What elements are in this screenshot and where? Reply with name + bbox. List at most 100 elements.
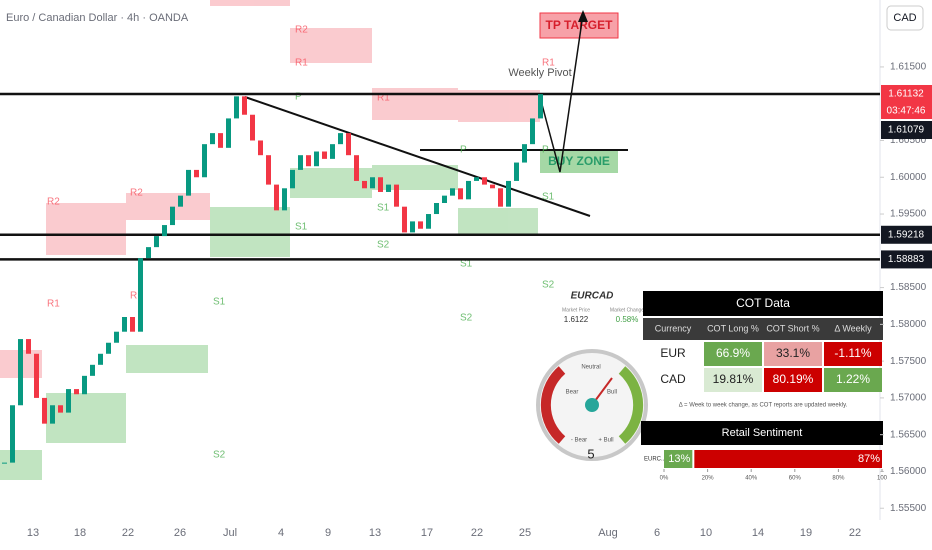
cot-header bbox=[643, 291, 883, 316]
pivot-level-label: R1 bbox=[295, 58, 308, 69]
pivot-level-label: S2 bbox=[377, 240, 390, 251]
candle bbox=[98, 353, 103, 365]
retail-tick-label: 100 bbox=[877, 476, 888, 482]
pivot-zones bbox=[0, 0, 540, 480]
x-tick-label: 25 bbox=[519, 527, 531, 539]
cot-col-header bbox=[643, 318, 883, 340]
cot-title: COT Data bbox=[736, 296, 790, 310]
candle bbox=[178, 195, 183, 207]
x-tick-label: Jul bbox=[223, 527, 237, 539]
y-tick-label: 1.56000 bbox=[890, 466, 927, 477]
tp-label: TP TARGET bbox=[546, 18, 614, 32]
price-caption: Market Price bbox=[562, 307, 590, 313]
candle bbox=[378, 177, 383, 192]
candle bbox=[106, 342, 111, 354]
pivot-level-label: P bbox=[542, 145, 549, 156]
ma-label: 1.61079 bbox=[888, 125, 925, 136]
trend-line bbox=[244, 96, 591, 217]
pivot-level-label: P bbox=[295, 92, 302, 103]
cot-col: COT Long % bbox=[707, 323, 759, 333]
candle bbox=[530, 118, 535, 145]
retail-symbol: EURC... bbox=[644, 457, 666, 463]
cot-cell-text: 19.81% bbox=[713, 372, 754, 386]
candle bbox=[298, 155, 303, 170]
x-tick-label: 22 bbox=[471, 527, 483, 539]
pivot-level-label: S1 bbox=[377, 203, 390, 214]
candle bbox=[26, 339, 31, 354]
y-tick-label: 1.58500 bbox=[890, 282, 927, 293]
y-tick-label: 1.60500 bbox=[890, 135, 927, 146]
candle bbox=[274, 184, 279, 211]
pivot-level-label: S2 bbox=[460, 313, 473, 324]
price-label: 1.61132 bbox=[888, 89, 924, 100]
candle bbox=[538, 94, 543, 119]
candle bbox=[186, 169, 191, 196]
candle bbox=[66, 389, 71, 413]
candle bbox=[402, 206, 407, 233]
y-tick-label: 1.57500 bbox=[890, 356, 927, 367]
candle bbox=[330, 144, 335, 159]
cot-cell-text: 33.1% bbox=[776, 346, 810, 360]
candle bbox=[146, 247, 151, 259]
retail-tick-label: 0% bbox=[660, 476, 669, 482]
price-label: 1.58883 bbox=[888, 254, 925, 265]
candle bbox=[42, 397, 47, 424]
candle bbox=[458, 188, 463, 200]
candle bbox=[266, 155, 271, 185]
cot-cell-text: 1.22% bbox=[836, 372, 870, 386]
candle bbox=[386, 184, 391, 192]
candle bbox=[154, 236, 159, 248]
candle bbox=[450, 188, 455, 196]
ma-label-box bbox=[881, 121, 932, 139]
cot-cell bbox=[824, 342, 882, 366]
candle bbox=[282, 188, 287, 211]
candle bbox=[58, 405, 63, 413]
pivot-level-label: R1 bbox=[130, 291, 143, 302]
candle bbox=[442, 195, 447, 203]
candle bbox=[226, 118, 231, 148]
candle bbox=[210, 133, 215, 145]
x-tick-label: 26 bbox=[174, 527, 186, 539]
candle bbox=[234, 96, 239, 119]
retail-tick-label: 60% bbox=[789, 476, 802, 482]
gauge-reading: 5 bbox=[587, 446, 594, 461]
y-tick-label: 1.55500 bbox=[890, 503, 927, 514]
candle bbox=[418, 221, 423, 229]
candle bbox=[10, 405, 15, 463]
price-label-box bbox=[881, 84, 932, 103]
candle bbox=[18, 339, 23, 406]
candle bbox=[34, 353, 39, 398]
change-caption: Market Change bbox=[610, 307, 644, 313]
candle bbox=[130, 317, 135, 332]
x-tick-label: 13 bbox=[27, 527, 39, 539]
pivot-level-label: R1 bbox=[542, 58, 555, 69]
candle bbox=[314, 151, 319, 167]
candle bbox=[394, 184, 399, 207]
candle bbox=[482, 177, 487, 185]
cot-note: Δ = Week to week change, as COT reports … bbox=[679, 403, 848, 409]
pivot-label: Weekly Pivot bbox=[508, 67, 571, 79]
cot-col: Currency bbox=[655, 323, 692, 333]
countdown: 03:47:46 bbox=[887, 106, 926, 117]
candle bbox=[506, 180, 511, 207]
candle bbox=[426, 214, 431, 229]
long-bar bbox=[664, 450, 693, 468]
long-label: 13% bbox=[668, 453, 690, 465]
pivot-level-label: P bbox=[460, 145, 467, 156]
short-bar bbox=[694, 450, 882, 468]
currency-button[interactable] bbox=[886, 5, 924, 31]
candle bbox=[194, 169, 199, 178]
currency[interactable]: CAD bbox=[893, 12, 916, 24]
candle bbox=[362, 180, 367, 189]
pivot-level-label: S1 bbox=[542, 192, 555, 203]
cot-cell-text: EUR bbox=[660, 346, 686, 360]
candle bbox=[522, 144, 527, 163]
y-tick-label: 1.57000 bbox=[890, 393, 927, 404]
y-tick-label: 1.56500 bbox=[890, 429, 927, 440]
x-tick-label: 17 bbox=[421, 527, 433, 539]
y-tick-label: 1.60000 bbox=[890, 172, 927, 183]
candle bbox=[202, 144, 207, 178]
candle bbox=[466, 180, 471, 200]
